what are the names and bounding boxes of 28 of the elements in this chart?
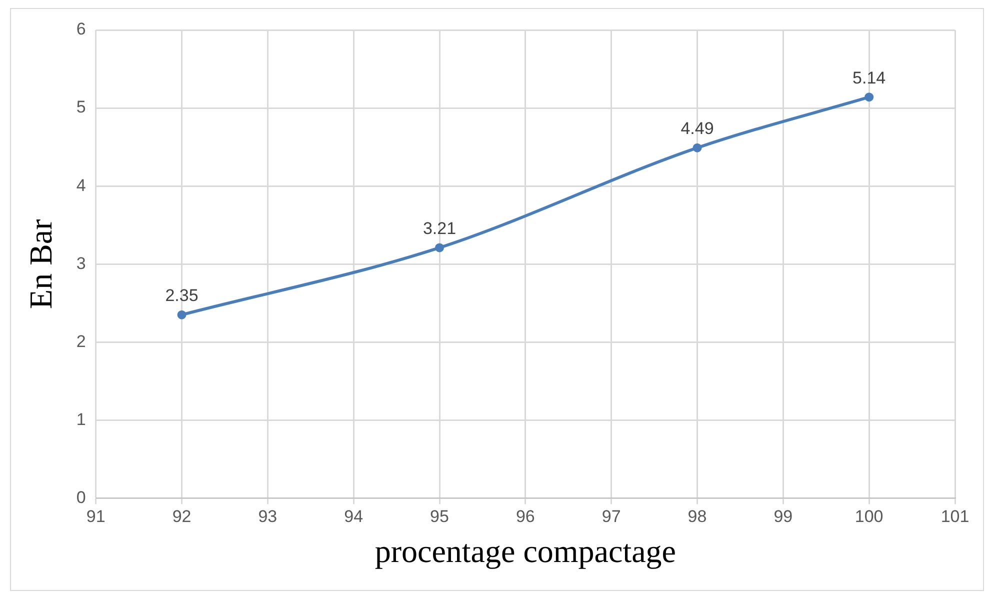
y-tick-label: 4 xyxy=(76,176,86,195)
x-tick-label: 97 xyxy=(602,507,621,526)
y-tick-label: 3 xyxy=(76,254,86,273)
y-axis-title: En Bar xyxy=(22,218,59,309)
y-tick-label: 5 xyxy=(76,98,86,117)
y-tick-label: 6 xyxy=(76,20,86,39)
point xyxy=(435,243,444,252)
y-tick-label: 0 xyxy=(76,488,86,507)
x-tick-label: 92 xyxy=(172,507,192,526)
x-tick-label: 96 xyxy=(516,507,535,526)
x-tick-label: 94 xyxy=(344,507,364,526)
x-tick-label: 91 xyxy=(86,507,106,526)
x-tick-label: 99 xyxy=(774,507,793,526)
x-tick-label: 98 xyxy=(688,507,707,526)
point xyxy=(692,143,702,152)
x-tick-label: 95 xyxy=(430,507,449,526)
point xyxy=(177,310,186,320)
x-tick-label: 101 xyxy=(940,507,970,526)
y-tick-label: 2 xyxy=(76,332,86,351)
y-tick-label: 1 xyxy=(76,410,86,429)
x-tick-label: 100 xyxy=(854,507,884,526)
data-label: 3.21 xyxy=(422,218,456,238)
point xyxy=(864,92,874,102)
data-label: 5.14 xyxy=(852,68,886,88)
x-tick-label: 93 xyxy=(258,507,278,526)
x-axis-title: procentage compactage xyxy=(374,533,676,570)
data-label: 2.35 xyxy=(165,286,198,306)
data-label: 4.49 xyxy=(680,119,714,138)
